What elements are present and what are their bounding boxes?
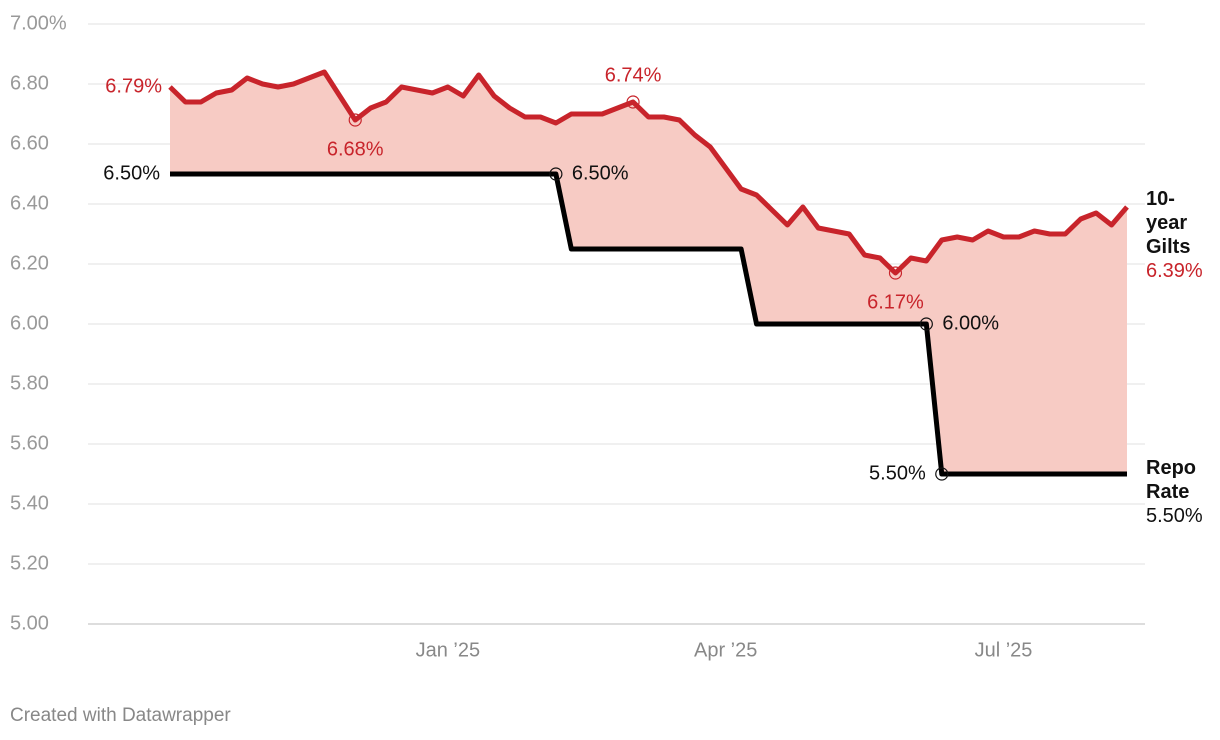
- y-tick-label: 5.40: [10, 492, 49, 514]
- area: [170, 72, 1127, 474]
- y-tick-label: 6.00: [10, 312, 49, 334]
- data-label: 6.79%: [105, 75, 162, 97]
- data-label: 6.68%: [327, 138, 384, 160]
- y-tick-label: 6.80: [10, 72, 49, 94]
- y-tick-label: 5.80: [10, 372, 49, 394]
- data-label: 6.50%: [572, 162, 629, 184]
- marker: [549, 167, 563, 181]
- marker: [919, 317, 933, 331]
- source: Created with Datawrapper: [10, 705, 231, 726]
- data-label: 5.50%: [1146, 505, 1203, 527]
- data-label: 6.00%: [942, 312, 999, 334]
- x-tick-label: Jul ’25: [975, 639, 1033, 661]
- y-tick-label: 6.20: [10, 252, 49, 274]
- y-tick-label: 5.60: [10, 432, 49, 454]
- y-tick-label: 5.00: [10, 612, 49, 634]
- legend-entry: Repo Rate: [1146, 457, 1196, 503]
- marker: [626, 95, 640, 109]
- marker: [348, 113, 362, 127]
- series-line: [168, 69, 1129, 276]
- x-tick-label: Apr ’25: [694, 639, 757, 661]
- y-tick-label: 7.00%: [10, 12, 67, 34]
- data-label: 5.50%: [869, 462, 926, 484]
- data-label: 6.39%: [1146, 260, 1203, 282]
- y-tick-label: 6.60: [10, 132, 49, 154]
- series-line: [170, 171, 1127, 477]
- data-label: 6.17%: [867, 291, 924, 313]
- data-label: 6.50%: [103, 162, 160, 184]
- marker: [935, 467, 949, 481]
- y-tick-label: 6.40: [10, 192, 49, 214]
- data-label: 6.74%: [605, 64, 662, 86]
- y-tick-label: 5.20: [10, 552, 49, 574]
- legend-entry: 10-year Gilts: [1146, 188, 1191, 258]
- marker: [888, 266, 903, 280]
- x-tick-label: Jan ’25: [416, 639, 481, 661]
